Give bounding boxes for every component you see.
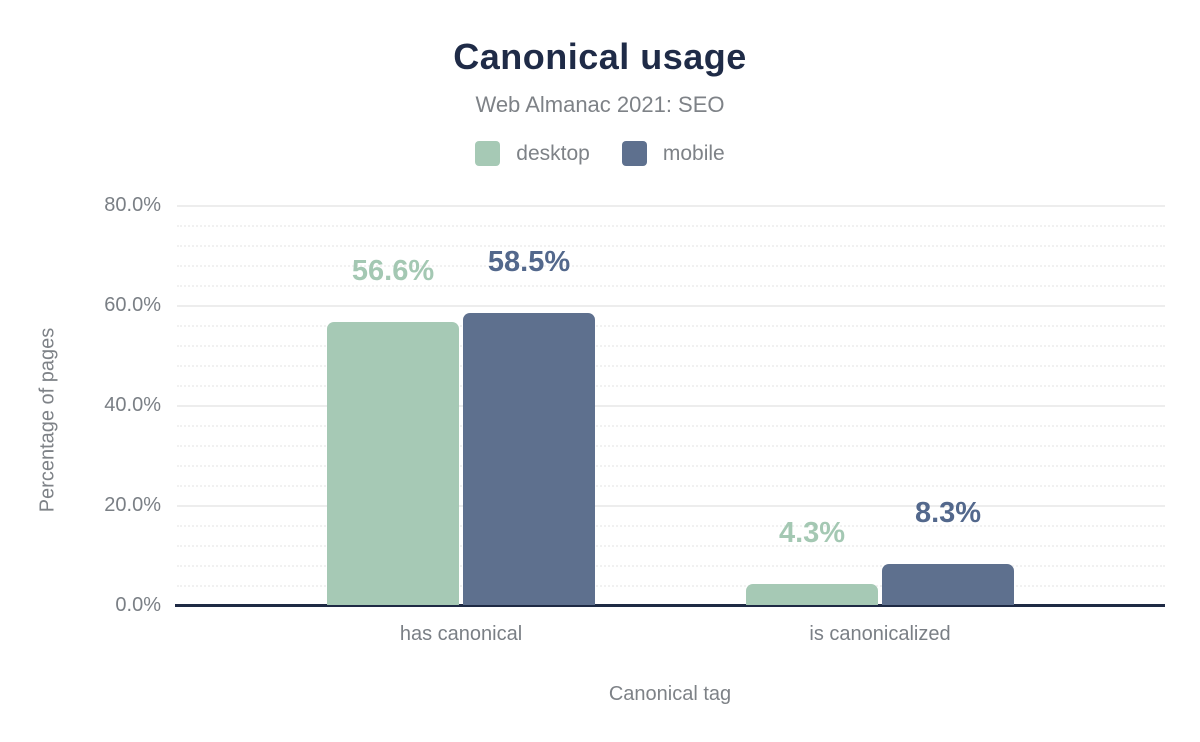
y-tick-label: 40.0% <box>104 394 161 416</box>
legend-label-mobile: mobile <box>662 141 725 165</box>
bar-desktop-is-canonicalized[interactable] <box>746 583 878 605</box>
value-label-desktop-has-canonical: 56.6% <box>351 255 435 287</box>
gridline-major <box>177 305 1165 307</box>
y-axis-title: Percentage of pages <box>36 327 59 513</box>
mobile-swatch-icon <box>621 141 647 166</box>
y-tick-label: 80.0% <box>104 194 161 216</box>
gridline-minor <box>177 425 1165 427</box>
gridline-major <box>177 505 1165 507</box>
gridline-minor <box>177 585 1165 587</box>
legend: desktop mobile <box>0 141 1200 166</box>
gridline-minor <box>177 445 1165 447</box>
x-axis-title: Canonical tag <box>608 683 732 705</box>
y-tick-label: 0.0% <box>115 594 161 616</box>
gridline-minor <box>177 325 1165 327</box>
y-tick-label: 20.0% <box>104 494 161 516</box>
gridline-minor <box>177 565 1165 567</box>
value-label-mobile-has-canonical: 58.5% <box>487 245 571 278</box>
gridline-minor <box>177 365 1165 367</box>
gridline-minor <box>177 245 1165 247</box>
y-tick-label: 60.0% <box>104 294 161 316</box>
x-tick-label-has-canonical: has canonical <box>399 623 523 645</box>
gridline-minor <box>177 465 1165 467</box>
legend-label-desktop: desktop <box>516 141 590 165</box>
gridline-minor <box>177 545 1165 547</box>
bar-mobile-has-canonical[interactable] <box>463 312 595 605</box>
gridline-minor <box>177 345 1165 347</box>
legend-item-desktop[interactable]: desktop <box>475 141 590 166</box>
bar-mobile-is-canonicalized[interactable] <box>882 563 1014 605</box>
gridline-minor <box>177 285 1165 287</box>
value-label-desktop-is-canonicalized: 4.3% <box>778 516 846 549</box>
bar-desktop-has-canonical[interactable] <box>327 322 459 605</box>
desktop-swatch-icon <box>475 141 501 166</box>
gridline-minor <box>177 525 1165 527</box>
legend-item-mobile[interactable]: mobile <box>621 141 725 166</box>
x-tick-label-is-canonicalized: is canonicalized <box>809 623 951 645</box>
plot-area: Canonical tag 0.0% 20.0% 40.0% 60.0% 80.0% 56… <box>104 194 1165 705</box>
value-label-mobile-is-canonicalized: 8.3% <box>914 496 982 529</box>
gridline-minor <box>177 265 1165 267</box>
x-axis-baseline <box>175 604 1165 607</box>
chart-subtitle: Web Almanac 2021: SEO <box>475 92 725 117</box>
gridline-minor <box>177 485 1165 487</box>
chart-title: Canonical usage <box>453 36 747 77</box>
gridline-minor <box>177 225 1165 227</box>
gridline-minor <box>177 385 1165 387</box>
gridline-major <box>177 405 1165 407</box>
gridline-major <box>177 205 1165 207</box>
